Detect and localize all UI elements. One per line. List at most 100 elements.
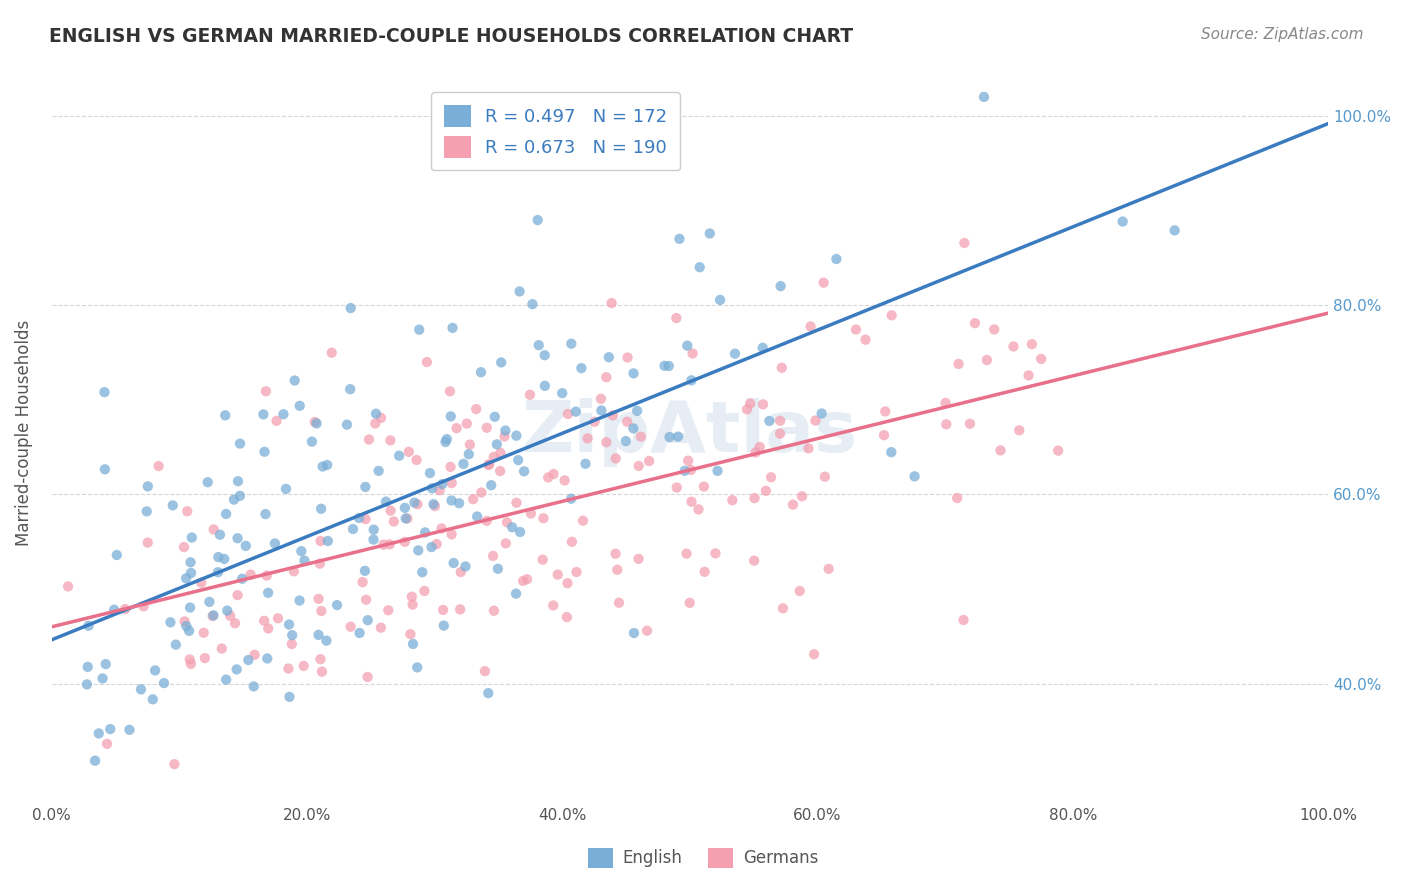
English: [419, 466, 441, 480]
English: [129, 682, 152, 697]
Germans: [377, 603, 399, 617]
Germans: [800, 319, 823, 334]
English: [207, 566, 229, 580]
Germans: [474, 664, 496, 678]
Germans: [482, 604, 505, 618]
English: [494, 424, 516, 438]
Germans: [173, 615, 195, 629]
Germans: [477, 458, 499, 472]
English: [226, 531, 249, 545]
Germans: [583, 415, 606, 429]
English: [197, 475, 219, 490]
Germans: [616, 415, 638, 429]
English: [305, 417, 328, 431]
English: [278, 617, 301, 632]
Germans: [547, 567, 569, 582]
English: [434, 435, 457, 450]
English: [658, 430, 681, 444]
Germans: [561, 534, 583, 549]
Germans: [114, 602, 136, 616]
English: [470, 365, 492, 379]
English: [354, 564, 377, 578]
Germans: [253, 614, 276, 628]
Germans: [817, 562, 839, 576]
Germans: [589, 392, 612, 406]
Germans: [309, 557, 332, 571]
Germans: [693, 565, 716, 579]
English: [440, 493, 463, 508]
Germans: [533, 511, 555, 525]
Germans: [219, 608, 242, 623]
Germans: [194, 651, 217, 665]
Germans: [370, 621, 392, 635]
Germans: [277, 662, 299, 676]
English: [284, 374, 307, 388]
Germans: [450, 565, 472, 579]
Germans: [605, 451, 627, 466]
Germans: [627, 458, 650, 473]
English: [614, 434, 637, 448]
English: [229, 436, 252, 450]
Germans: [875, 404, 897, 418]
Germans: [576, 431, 599, 445]
English: [654, 359, 676, 373]
Germans: [681, 494, 703, 508]
English: [526, 213, 548, 227]
English: [91, 672, 114, 686]
English: [357, 613, 380, 627]
English: [465, 509, 488, 524]
Germans: [256, 568, 278, 582]
English: [336, 417, 359, 432]
English: [810, 407, 832, 421]
Germans: [136, 535, 159, 549]
English: [225, 662, 247, 676]
Germans: [1047, 443, 1070, 458]
Germans: [416, 355, 439, 369]
English: [513, 464, 536, 478]
English: [231, 572, 253, 586]
English: [326, 598, 349, 612]
Germans: [254, 384, 277, 399]
Germans: [748, 440, 770, 454]
Germans: [880, 309, 903, 323]
Germans: [557, 576, 579, 591]
Germans: [190, 575, 212, 590]
English: [143, 664, 166, 678]
English: [689, 260, 711, 275]
English: [501, 520, 523, 534]
English: [591, 403, 613, 417]
English: [880, 445, 903, 459]
Germans: [1018, 368, 1040, 383]
English: [214, 409, 236, 423]
Germans: [398, 445, 420, 459]
English: [288, 399, 311, 413]
English: [226, 474, 249, 488]
English: [253, 444, 276, 458]
English: [179, 600, 201, 615]
English: [252, 408, 274, 422]
Germans: [952, 613, 974, 627]
Text: ZipAtlas: ZipAtlas: [522, 399, 858, 467]
Germans: [132, 599, 155, 614]
Germans: [356, 670, 378, 684]
English: [457, 447, 479, 461]
Germans: [565, 565, 588, 579]
English: [758, 414, 780, 428]
English: [508, 453, 530, 467]
Germans: [797, 442, 820, 456]
Germans: [770, 360, 793, 375]
Germans: [475, 514, 498, 528]
Germans: [364, 417, 387, 431]
Y-axis label: Married-couple Households: Married-couple Households: [15, 320, 32, 546]
English: [769, 279, 792, 293]
English: [394, 500, 416, 515]
Germans: [946, 491, 969, 505]
English: [432, 477, 454, 491]
English: [453, 457, 475, 471]
Germans: [789, 584, 811, 599]
English: [388, 449, 411, 463]
Germans: [627, 552, 650, 566]
Germans: [990, 443, 1012, 458]
English: [706, 464, 728, 478]
English: [278, 690, 301, 704]
